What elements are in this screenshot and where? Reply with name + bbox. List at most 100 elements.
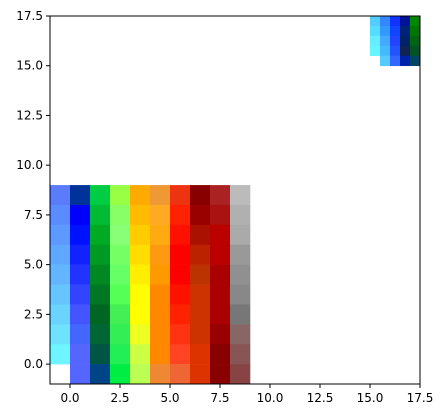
cell [190, 244, 211, 265]
cell [380, 45, 391, 57]
cell [130, 264, 151, 285]
cell [90, 324, 111, 345]
cell [190, 224, 211, 246]
cell [110, 344, 131, 365]
cell [400, 25, 411, 37]
cell [210, 284, 231, 305]
cell [130, 324, 151, 345]
cell [110, 244, 131, 265]
y-tick-label: 10.0 [16, 158, 43, 172]
cell [370, 16, 381, 27]
cell [190, 185, 211, 206]
cell [110, 304, 131, 325]
cell [410, 45, 421, 57]
cell [130, 185, 151, 206]
y-tick-label: 2.5 [24, 307, 43, 321]
cell [130, 344, 151, 365]
x-tick-label: 15.0 [357, 391, 384, 405]
cell [170, 324, 191, 345]
cell [110, 204, 131, 226]
x-tick-label: 17.5 [407, 391, 434, 405]
cell [230, 324, 251, 345]
y-tick-label: 15.0 [16, 59, 43, 73]
cell [210, 344, 231, 365]
cell [170, 304, 191, 325]
cell [90, 284, 111, 305]
cell [190, 284, 211, 305]
cell [150, 364, 171, 385]
cell [190, 324, 211, 345]
cell [230, 244, 251, 265]
cell [130, 204, 151, 226]
cell [230, 264, 251, 285]
cell [380, 35, 391, 47]
x-tick-label: 12.5 [307, 391, 334, 405]
cell [50, 185, 71, 206]
cell [190, 204, 211, 226]
cell [170, 364, 191, 385]
cell [410, 55, 421, 67]
cell [70, 304, 91, 325]
x-tick-label: 7.5 [210, 391, 229, 405]
cell [90, 244, 111, 265]
cell [370, 25, 381, 37]
x-tick-label: 5.0 [160, 391, 179, 405]
cell [110, 284, 131, 305]
cell [90, 185, 111, 206]
cell [230, 364, 251, 385]
cell [190, 304, 211, 325]
cell [50, 304, 71, 325]
cell [170, 264, 191, 285]
cell [130, 224, 151, 246]
cell [150, 304, 171, 325]
cell [410, 35, 421, 47]
cell [70, 324, 91, 345]
cell [70, 344, 91, 365]
cell [390, 45, 401, 57]
cell [370, 35, 381, 47]
cell [410, 16, 421, 27]
y-tick-label: 17.5 [16, 9, 43, 23]
cell [210, 324, 231, 345]
cell [390, 55, 401, 67]
cell [50, 284, 71, 305]
cell [90, 364, 111, 385]
cell [170, 284, 191, 305]
y-tick-label: 7.5 [24, 208, 43, 222]
cell [50, 344, 71, 365]
x-tick-label: 10.0 [257, 391, 284, 405]
cell [110, 224, 131, 246]
cell [190, 364, 211, 385]
cell [90, 304, 111, 325]
cell [390, 35, 401, 47]
cell [70, 244, 91, 265]
cell [210, 264, 231, 285]
cell [70, 284, 91, 305]
cell [210, 244, 231, 265]
y-tick-label: 12.5 [16, 108, 43, 122]
x-tick-label: 0.0 [60, 391, 79, 405]
cell [230, 204, 251, 226]
cell [170, 224, 191, 246]
cell [130, 284, 151, 305]
cell [130, 304, 151, 325]
axes-frame [49, 15, 421, 385]
cell [50, 204, 71, 226]
cell [170, 204, 191, 226]
cell [230, 284, 251, 305]
cell [70, 264, 91, 285]
cell [410, 25, 421, 37]
cell [150, 185, 171, 206]
cell [70, 185, 91, 206]
cell [70, 224, 91, 246]
cell [70, 364, 91, 385]
cell [400, 35, 411, 47]
cell [150, 204, 171, 226]
cell [50, 224, 71, 246]
cell [110, 185, 131, 206]
cell [150, 224, 171, 246]
cell [150, 284, 171, 305]
cell [90, 204, 111, 226]
cell [230, 344, 251, 365]
